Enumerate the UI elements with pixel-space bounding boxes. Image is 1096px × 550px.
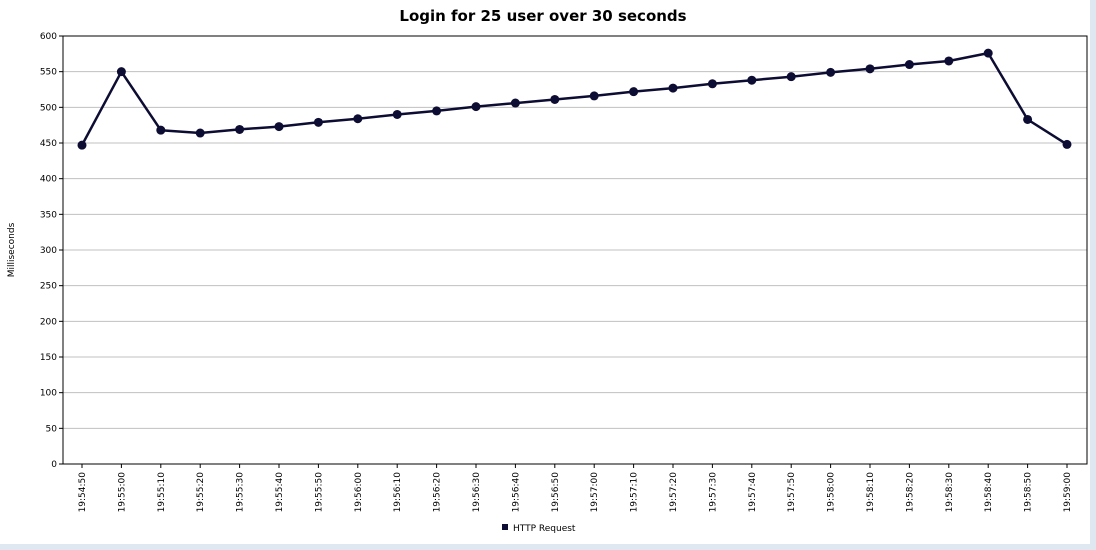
data-point bbox=[274, 122, 284, 132]
data-point bbox=[629, 87, 639, 97]
x-axis-ticks: 19:54:50 19:55:00 19:55:10 19:55:20 19:55:30… bbox=[78, 464, 1073, 512]
x-tick-label: 19:58:40 bbox=[984, 472, 994, 513]
data-point bbox=[747, 75, 757, 85]
x-tick-label: 19:58:00 bbox=[827, 472, 837, 513]
y-axis-label: Milliseconds bbox=[7, 222, 17, 277]
x-tick-label: 19:55:10 bbox=[157, 472, 167, 513]
window-edge-bottom bbox=[0, 544, 1096, 550]
x-tick-label: 19:58:10 bbox=[866, 472, 876, 513]
series-layer bbox=[77, 48, 1072, 150]
y-tick-label: 250 bbox=[40, 282, 57, 292]
data-point bbox=[589, 91, 599, 101]
x-tick-label: 19:56:30 bbox=[472, 472, 482, 513]
data-point bbox=[392, 109, 402, 119]
x-tick-label: 19:55:20 bbox=[196, 472, 206, 513]
data-point bbox=[510, 98, 520, 108]
x-tick-label: 19:55:30 bbox=[236, 472, 246, 513]
data-point bbox=[353, 114, 363, 124]
x-tick-label: 19:56:10 bbox=[393, 472, 403, 513]
x-tick-label: 19:55:00 bbox=[117, 472, 127, 513]
y-tick-label: 100 bbox=[40, 389, 57, 399]
chart-title: Login for 25 user over 30 seconds bbox=[399, 7, 686, 25]
grid-lines bbox=[63, 71, 1087, 429]
data-point bbox=[707, 79, 717, 89]
data-point bbox=[116, 67, 126, 77]
y-axis-ticks: 0 50 100 150 200 250 300 350 400 450 500 550 600 bbox=[40, 32, 63, 470]
y-tick-label: 450 bbox=[40, 139, 57, 149]
x-tick-label: 19:54:50 bbox=[78, 472, 88, 513]
series-line bbox=[80, 51, 1068, 146]
y-tick-label: 0 bbox=[51, 460, 57, 470]
data-point bbox=[432, 106, 442, 116]
data-point bbox=[1023, 114, 1033, 124]
y-tick-label: 200 bbox=[40, 317, 57, 327]
data-point bbox=[235, 124, 245, 134]
y-tick-label: 550 bbox=[40, 68, 57, 78]
data-point bbox=[1062, 139, 1072, 149]
data-point bbox=[313, 117, 323, 127]
x-tick-label: 19:59:00 bbox=[1063, 472, 1073, 513]
window-edge-right bbox=[1090, 0, 1096, 550]
y-tick-label: 600 bbox=[40, 32, 57, 42]
x-tick-label: 19:57:20 bbox=[669, 472, 679, 513]
data-point bbox=[550, 94, 560, 104]
data-point bbox=[195, 128, 205, 138]
x-tick-label: 19:56:50 bbox=[551, 472, 561, 513]
y-tick-label: 300 bbox=[40, 246, 57, 256]
x-tick-label: 19:58:30 bbox=[945, 472, 955, 513]
data-point bbox=[865, 64, 875, 74]
x-tick-label: 19:57:00 bbox=[590, 472, 600, 513]
data-point bbox=[77, 140, 87, 150]
x-tick-label: 19:57:30 bbox=[708, 472, 718, 513]
legend-swatch bbox=[502, 524, 508, 530]
data-point bbox=[944, 56, 954, 66]
x-tick-label: 19:56:40 bbox=[511, 472, 521, 513]
x-tick-label: 19:58:50 bbox=[1024, 472, 1034, 513]
x-tick-label: 19:55:40 bbox=[275, 472, 285, 513]
legend: HTTP Request bbox=[502, 524, 576, 534]
x-tick-label: 19:55:50 bbox=[314, 472, 324, 513]
x-tick-label: 19:57:50 bbox=[787, 472, 797, 513]
data-point bbox=[471, 102, 481, 112]
y-tick-label: 350 bbox=[40, 210, 57, 220]
data-point bbox=[786, 72, 796, 82]
legend-label: HTTP Request bbox=[513, 524, 576, 534]
y-tick-label: 50 bbox=[46, 424, 58, 434]
x-tick-label: 19:57:10 bbox=[630, 472, 640, 513]
data-point bbox=[904, 60, 914, 70]
data-point bbox=[983, 48, 993, 58]
x-tick-label: 19:58:20 bbox=[905, 472, 915, 513]
data-point bbox=[668, 83, 678, 93]
y-tick-label: 400 bbox=[40, 175, 57, 185]
data-point bbox=[156, 125, 166, 135]
x-tick-label: 19:57:40 bbox=[748, 472, 758, 513]
y-tick-label: 500 bbox=[40, 103, 57, 113]
y-tick-label: 150 bbox=[40, 353, 57, 363]
plot-border bbox=[62, 35, 1088, 465]
x-tick-label: 19:56:20 bbox=[433, 472, 443, 513]
data-point bbox=[826, 67, 836, 77]
x-tick-label: 19:56:00 bbox=[354, 472, 364, 513]
